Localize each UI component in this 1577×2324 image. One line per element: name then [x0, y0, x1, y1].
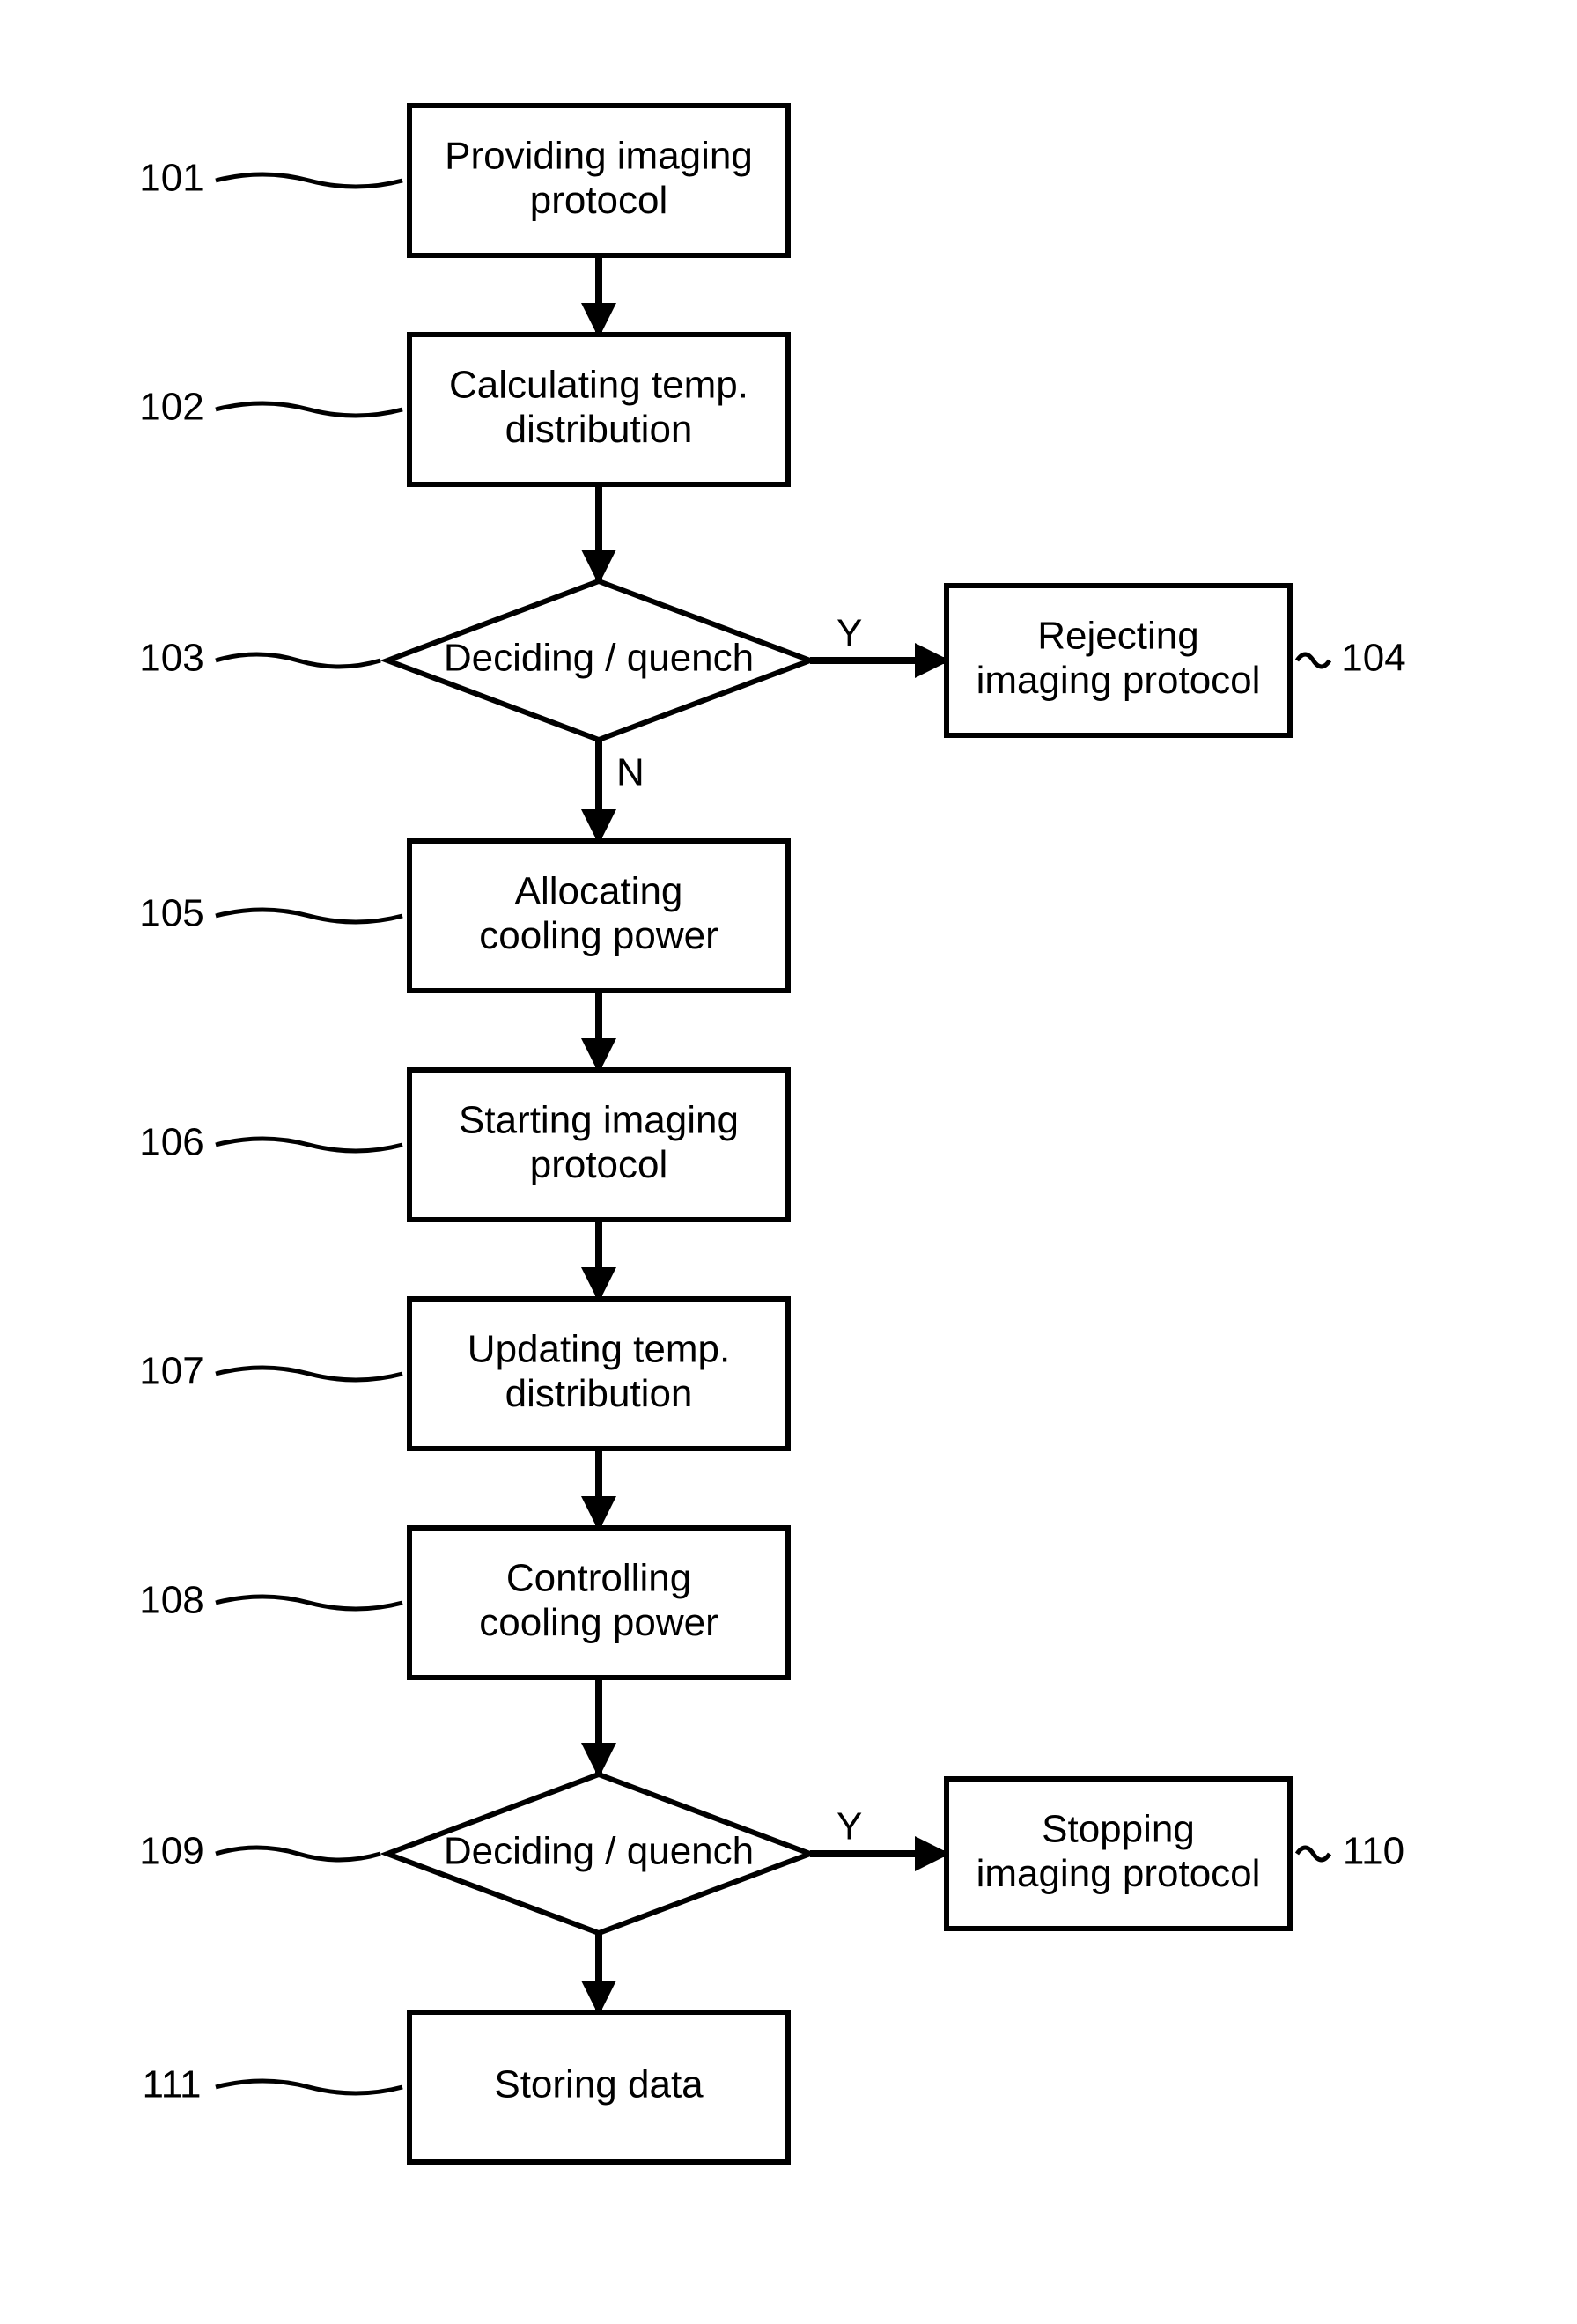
ref-label-109: 109 [139, 1830, 203, 1873]
ref-label-102: 102 [139, 386, 203, 429]
ref-label-108: 108 [139, 1579, 203, 1622]
edge-label-n109-n110: Y [836, 1805, 862, 1848]
ref-label-111: 111 [143, 2063, 202, 2106]
ref-connector-104 [1297, 654, 1330, 667]
node-101-line0: Providing imaging [445, 134, 753, 177]
node-104-line1: imaging protocol [976, 659, 1261, 702]
node-104: Rejectingimaging protocol [947, 586, 1290, 735]
ref-label-110: 110 [1343, 1830, 1404, 1873]
node-106-line1: protocol [530, 1143, 668, 1186]
node-110-line1: imaging protocol [976, 1852, 1261, 1895]
node-111-line0: Storing data [494, 2063, 704, 2106]
ref-connector-107 [216, 1368, 402, 1380]
flowchart: YNY Providing imagingprotocolCalculating… [0, 0, 1577, 2324]
node-105: Allocatingcooling power [409, 841, 788, 991]
ref-connector-101 [216, 174, 402, 187]
ref-label-101: 101 [139, 157, 203, 200]
ref-label-106: 106 [139, 1121, 203, 1164]
node-107-line0: Updating temp. [468, 1327, 730, 1370]
node-102: Calculating temp.distribution [409, 335, 788, 484]
node-104-line0: Rejecting [1037, 614, 1198, 657]
node-101-line1: protocol [530, 179, 668, 222]
edge-label-n103-n104: Y [836, 612, 862, 655]
node-108-line1: cooling power [479, 1601, 718, 1644]
node-102-line1: distribution [505, 408, 693, 451]
ref-connector-105 [216, 910, 402, 922]
node-103: Deciding / quench [387, 581, 810, 740]
edge-label-n103-n105: N [616, 751, 645, 794]
node-108: Controllingcooling power [409, 1528, 788, 1678]
node-105-line1: cooling power [479, 914, 718, 957]
node-106-line0: Starting imaging [459, 1098, 739, 1141]
node-109: Deciding / quench [387, 1774, 810, 1933]
node-110-line0: Stopping [1042, 1807, 1195, 1850]
node-108-line0: Controlling [506, 1556, 691, 1599]
ref-label-103: 103 [139, 637, 203, 680]
node-103-line0: Deciding / quench [444, 637, 754, 680]
ref-connector-110 [1297, 1848, 1330, 1860]
ref-connector-108 [216, 1597, 402, 1609]
node-105-line0: Allocating [515, 869, 683, 912]
ref-label-107: 107 [139, 1350, 203, 1393]
ref-connector-102 [216, 403, 402, 416]
node-110: Stoppingimaging protocol [947, 1779, 1290, 1929]
node-107: Updating temp.distribution [409, 1299, 788, 1449]
ref-connector-106 [216, 1139, 402, 1151]
node-107-line1: distribution [505, 1372, 693, 1415]
ref-label-104: 104 [1341, 637, 1405, 680]
node-106: Starting imagingprotocol [409, 1070, 788, 1220]
node-109-line0: Deciding / quench [444, 1830, 754, 1873]
ref-connector-109 [216, 1848, 380, 1860]
node-101: Providing imagingprotocol [409, 106, 788, 255]
node-102-line0: Calculating temp. [449, 363, 748, 406]
ref-label-105: 105 [139, 892, 203, 935]
node-111: Storing data [409, 2012, 788, 2162]
ref-connector-103 [216, 654, 380, 667]
ref-connector-111 [216, 2081, 402, 2093]
